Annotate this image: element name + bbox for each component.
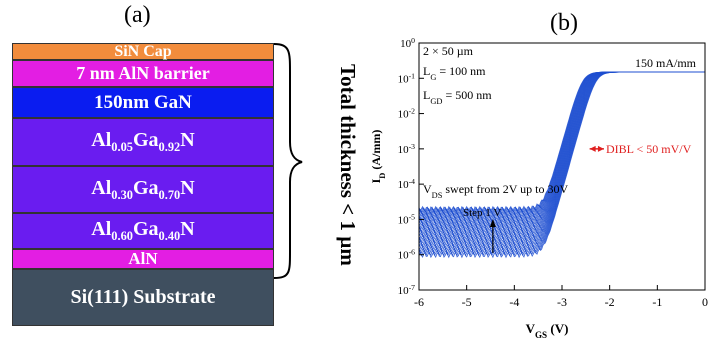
layer-0: SiN Cap <box>12 43 274 60</box>
y-tick-label: 100 <box>400 36 415 51</box>
panel-b: (b) -6 -5 -4 -3 -2 -1 0 100 10-1 10-2 10-3 10-4 10-5… <box>360 0 723 340</box>
y-tick-label: 10-6 <box>398 247 416 262</box>
current-label: 150 mA/mm <box>635 56 697 70</box>
y-tick-label: 10-1 <box>398 71 416 86</box>
plot-area: -6 -5 -4 -3 -2 -1 0 100 10-1 10-2 10-3 10-4 10-5 10-6… <box>369 36 708 341</box>
y-tick-label: 10-3 <box>398 141 416 156</box>
step-label: Step 1 V <box>463 207 501 219</box>
y-tick-label: 10-4 <box>398 177 416 192</box>
dibl-arrow-left <box>589 145 596 152</box>
layer-label: Al0.30Ga0.70N <box>91 176 195 202</box>
layer-label: AlN <box>128 249 158 268</box>
layer-label: 7 nm AlN barrier <box>76 63 210 83</box>
layer-1: 7 nm AlN barrier <box>12 60 274 87</box>
layer-5: Al0.60Ga0.40N <box>12 213 274 249</box>
x-tick-label: -4 <box>509 295 519 309</box>
x-axis-label: VGS (V) <box>526 321 569 340</box>
gate-length: LG = 100 nm <box>423 64 486 82</box>
y-tick-label: 10-5 <box>398 212 416 227</box>
panel-a-label: (a) <box>124 2 151 28</box>
thickness-brace <box>273 43 303 279</box>
y-tick-label: 10-7 <box>398 283 416 298</box>
step-arrow-head <box>489 219 496 227</box>
layer-4: Al0.30Ga0.70N <box>12 166 274 213</box>
layer-label: SiN Cap <box>114 42 172 60</box>
layer-3: Al0.05Ga0.92N <box>12 118 274 166</box>
transfer-chart: (b) -6 -5 -4 -3 -2 -1 0 100 10-1 10-2 10-3 10-4 10-5… <box>369 10 708 341</box>
x-tick-label: -2 <box>605 295 615 309</box>
layer-2: 150nm GaN <box>12 87 274 118</box>
panel-a: (a) SiN Cap 7 nm AlN barrier 150nm GaN Al0.… <box>0 0 360 340</box>
y-tick-label: 10-2 <box>398 106 416 121</box>
x-tick-label: 0 <box>702 295 708 309</box>
x-tick-label: -3 <box>557 295 567 309</box>
layer-6: AlN <box>12 249 274 269</box>
x-tick-label: -1 <box>652 295 662 309</box>
y-axis-label: ID (A/mm) <box>369 130 387 184</box>
x-tick-label: -5 <box>462 295 472 309</box>
x-tick-label: -6 <box>414 295 424 309</box>
dibl-label: DIBL < 50 mV/V <box>606 142 692 156</box>
gate-drain-length: LGD = 500 nm <box>423 88 492 106</box>
dibl-arrow-right <box>597 145 604 152</box>
device-dim: 2 × 50 µm <box>423 44 474 58</box>
layer-label: Al0.60Ga0.40N <box>91 218 195 243</box>
layer-7: Si(111) Substrate <box>12 269 274 326</box>
layer-label: Al0.05Ga0.92N <box>91 129 195 154</box>
layer-label: 150nm GaN <box>94 91 192 113</box>
vds-label: VDS swept from 2V up to 30V <box>423 182 568 200</box>
thickness-label: Total thickness < 1 µm <box>336 64 360 266</box>
layer-label: Si(111) Substrate <box>70 286 216 308</box>
id-vgs-curve <box>418 71 705 213</box>
panel-b-label: (b) <box>550 10 578 36</box>
